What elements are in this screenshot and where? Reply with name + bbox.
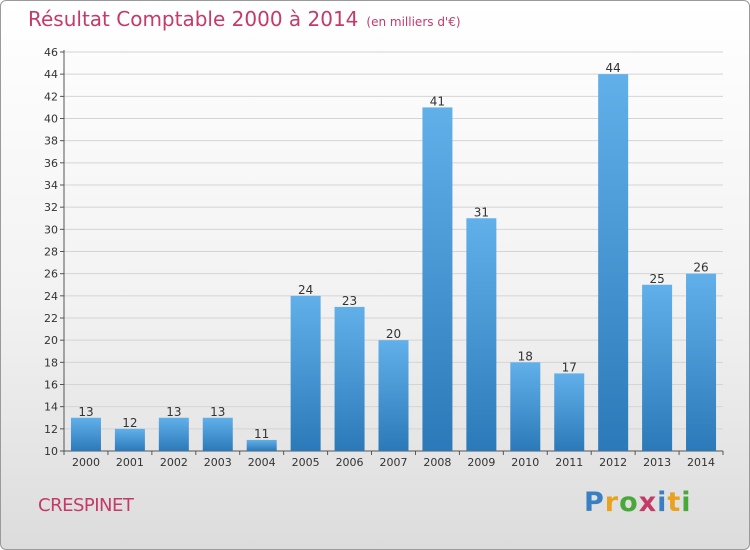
x-tick-label-2011: 2011 <box>555 456 583 469</box>
bar-2006 <box>334 306 365 451</box>
bar-2012 <box>598 74 629 452</box>
bar-2010 <box>510 362 541 451</box>
bar-2011 <box>554 373 585 451</box>
y-tick-label: 24 <box>44 290 58 303</box>
bar-2000 <box>70 417 101 451</box>
proxiti-logo: Proxiti <box>584 487 692 518</box>
logo-letter: P <box>584 487 605 518</box>
data-label-2009: 31 <box>474 205 489 219</box>
x-tick-label-2006: 2006 <box>336 456 364 469</box>
bar-2007 <box>378 340 409 451</box>
x-tick-label-2000: 2000 <box>72 456 100 469</box>
y-tick-label: 18 <box>44 356 58 369</box>
chart-subtitle: (en milliers d'€) <box>366 15 461 29</box>
labels: 10 12 14 16 18 20 22 24 26 28 30 32 34 36 38 40 42 44 46 13… <box>44 46 715 469</box>
bar-2014 <box>686 273 717 451</box>
chart-title: Résultat Comptable 2000 à 2014 (en millie… <box>28 7 461 31</box>
bar-2013 <box>642 284 673 451</box>
x-tick-label-2007: 2007 <box>380 456 408 469</box>
data-label-2011: 17 <box>562 360 577 374</box>
logo-letter: i <box>681 487 692 518</box>
logo-letter: t <box>667 487 682 518</box>
logo-letter: r <box>604 487 620 518</box>
bar-2005 <box>290 295 321 451</box>
chart-title-text: Résultat Comptable 2000 à 2014 <box>28 7 359 31</box>
y-tick-label: 22 <box>44 312 58 325</box>
data-label-2003: 13 <box>210 405 225 419</box>
bar-2004 <box>246 439 277 451</box>
y-tick-label: 46 <box>44 46 58 59</box>
data-label-2013: 25 <box>649 272 664 286</box>
data-label-2010: 18 <box>518 349 533 363</box>
logo-letter: i <box>657 487 668 518</box>
y-tick-label: 34 <box>44 179 58 192</box>
y-tick-label: 44 <box>44 68 58 81</box>
y-tick-label: 26 <box>44 268 58 281</box>
x-tick-label-2002: 2002 <box>160 456 188 469</box>
bar-2009 <box>466 218 497 451</box>
logo-letter: x <box>638 487 658 518</box>
y-tick-label: 32 <box>44 201 58 214</box>
y-tick-label: 42 <box>44 90 58 103</box>
y-tick-label: 20 <box>44 334 58 347</box>
data-label-2007: 20 <box>386 327 401 341</box>
x-tick-label-2013: 2013 <box>643 456 671 469</box>
y-tick-label: 12 <box>44 423 58 436</box>
x-tick-label-2009: 2009 <box>467 456 495 469</box>
y-tick-label: 40 <box>44 113 58 126</box>
data-label-2004: 11 <box>254 427 269 441</box>
bar-2008 <box>422 107 453 452</box>
x-tick-label-2003: 2003 <box>204 456 232 469</box>
data-label-2014: 26 <box>693 261 708 275</box>
data-label-2002: 13 <box>166 405 181 419</box>
y-tick-label: 16 <box>44 379 58 392</box>
x-tick-label-2010: 2010 <box>511 456 539 469</box>
y-tick-label: 10 <box>44 445 58 458</box>
bar-2003 <box>202 417 233 451</box>
y-tick-label: 28 <box>44 246 58 259</box>
y-tick-label: 30 <box>44 223 58 236</box>
y-tick-label: 36 <box>44 157 58 170</box>
data-label-2001: 12 <box>122 416 137 430</box>
x-tick-label-2008: 2008 <box>423 456 451 469</box>
y-tick-label: 14 <box>44 401 58 414</box>
x-tick-label-2005: 2005 <box>292 456 320 469</box>
data-label-2012: 44 <box>606 61 621 75</box>
commune-name: CRESPINET <box>38 495 134 516</box>
bars <box>70 74 717 452</box>
data-label-2000: 13 <box>78 405 93 419</box>
data-label-2006: 23 <box>342 294 357 308</box>
x-tick-label-2001: 2001 <box>116 456 144 469</box>
x-tick-label-2012: 2012 <box>599 456 627 469</box>
x-tick-label-2004: 2004 <box>248 456 276 469</box>
y-tick-label: 38 <box>44 135 58 148</box>
bar-2001 <box>114 428 145 451</box>
logo-letter: o <box>619 487 639 518</box>
data-label-2005: 24 <box>298 283 313 297</box>
x-tick-label-2014: 2014 <box>687 456 715 469</box>
data-label-2008: 41 <box>430 94 445 108</box>
bar-2002 <box>158 417 189 451</box>
